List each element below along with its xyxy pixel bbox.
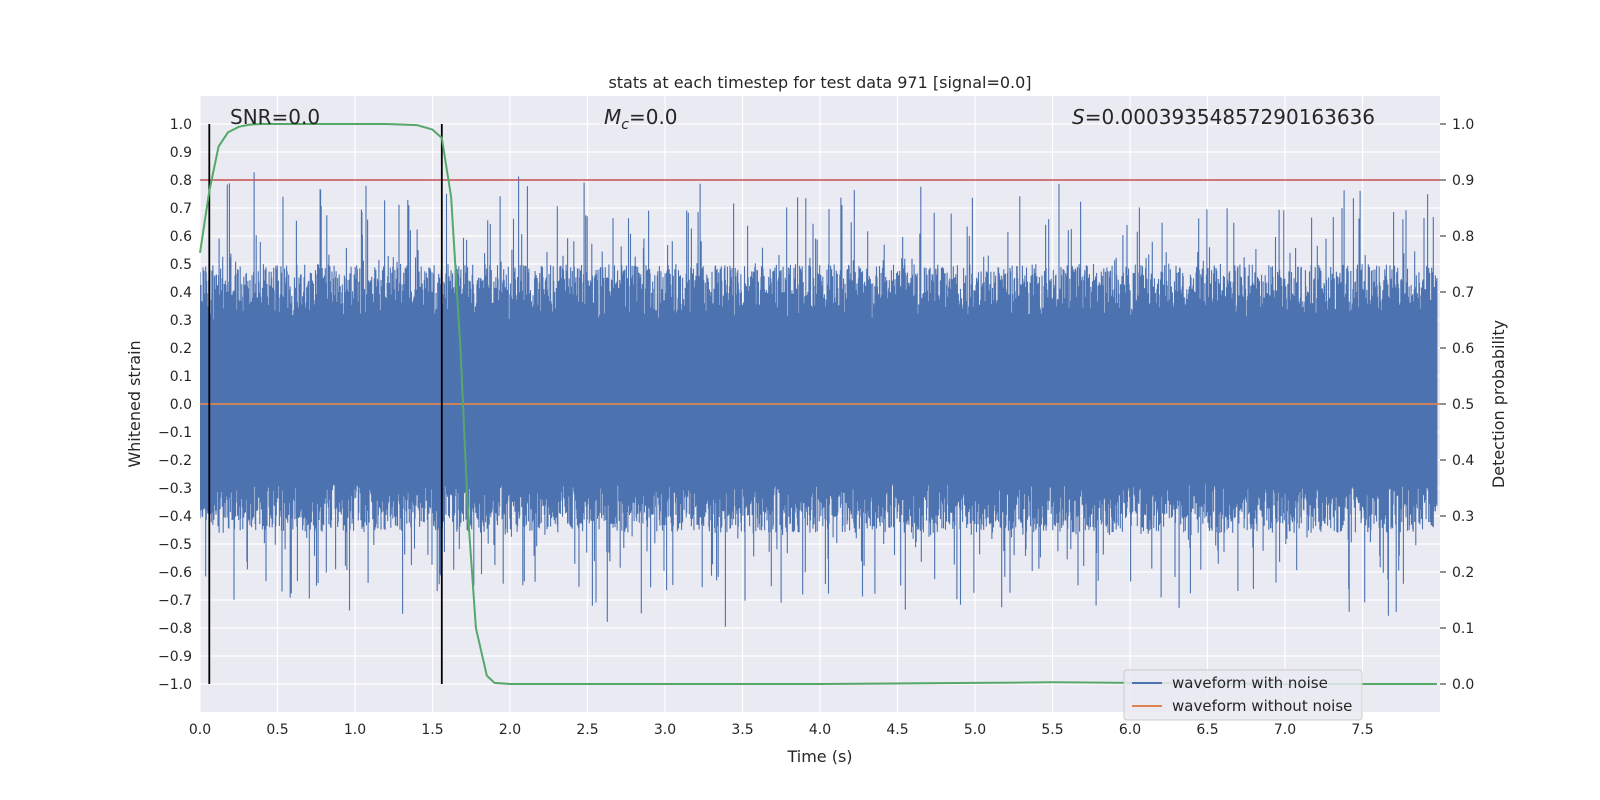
y-left-tick-11: −0.1 [158, 425, 192, 441]
s-annotation: S=0.0003935485729016363​6 [1072, 105, 1375, 129]
y-right-tick-9: 0.1 [1452, 621, 1474, 637]
y-right-tick-3: 0.7 [1452, 285, 1474, 301]
y-left-tick-10: 0.0 [170, 397, 192, 413]
y-left-tick-2: 0.8 [170, 173, 192, 189]
chart-title: stats at each timestep for test data 971… [608, 73, 1031, 92]
y-left-tick-9: 0.1 [170, 369, 192, 385]
y-left-tick-8: 0.2 [170, 341, 192, 357]
y-axis-right-label: Detection probability [1489, 320, 1508, 488]
y-right-tick-6: 0.4 [1452, 453, 1474, 469]
legend-noise-label: waveform with noise [1172, 674, 1328, 692]
y-right-tick-2: 0.8 [1452, 229, 1474, 245]
s-symbol: S [1072, 105, 1085, 129]
mc-subscript: c [621, 117, 629, 133]
y-left-tick-19: −0.9 [158, 649, 192, 665]
mc-symbol: M [604, 105, 621, 129]
snr-annotation: SNR=0.0 [230, 105, 320, 129]
x-tick-6: 3.0 [654, 722, 676, 738]
x-tick-13: 6.5 [1196, 722, 1218, 738]
y-axis-left-label: Whitened strain [125, 340, 144, 467]
x-axis-label: Time (s) [786, 747, 852, 766]
legend-box [1123, 669, 1363, 721]
x-tick-15: 7.5 [1351, 722, 1373, 738]
y-left-tick-5: 0.5 [170, 257, 192, 273]
y-left-tick-3: 0.7 [170, 201, 192, 217]
x-tick-8: 4.0 [809, 722, 831, 738]
y-right-tick-7: 0.3 [1452, 509, 1474, 525]
s-value: =0.0003935485729016363​6 [1085, 105, 1375, 129]
x-tick-7: 3.5 [731, 722, 753, 738]
y-left-tick-6: 0.4 [170, 285, 192, 301]
x-tick-4: 2.0 [499, 722, 521, 738]
probability-series-line [199, 123, 1437, 685]
y-right-tick-1: 0.9 [1452, 173, 1474, 189]
y-left-tick-16: −0.6 [158, 565, 192, 581]
y-left-tick-4: 0.6 [170, 229, 192, 245]
mc-value: =0.0 [629, 105, 678, 129]
y-right-tick-labels: 1.0 0.9 0.8 0.7 0.6 0.5 0.4 0.3 0.2 0.1 0.0 [1440, 117, 1474, 693]
y-right-tick-10: 0.0 [1452, 677, 1474, 693]
noise-waveform [200, 172, 1438, 627]
y-left-tick-7: 0.3 [170, 313, 192, 329]
y-left-tick-14: −0.4 [158, 509, 192, 525]
x-tick-11: 5.5 [1041, 722, 1063, 738]
x-tick-1: 0.5 [266, 722, 288, 738]
mc-annotation: Mc=0.0 [604, 105, 678, 133]
y-left-tick-15: −0.5 [158, 537, 192, 553]
y-left-tick-12: −0.2 [158, 453, 192, 469]
x-tick-9: 4.5 [886, 722, 908, 738]
noise-series [200, 172, 1438, 627]
x-tick-labels: 0.0 0.5 1.0 1.5 2.0 2.5 3.0 3.5 4.0 4.5 5.0 5.5 6.0 6… [189, 722, 1374, 738]
x-tick-0: 0.0 [189, 722, 211, 738]
y-right-tick-5: 0.5 [1452, 397, 1474, 413]
x-tick-3: 1.5 [421, 722, 443, 738]
y-right-tick-4: 0.6 [1452, 341, 1474, 357]
x-tick-2: 1.0 [344, 722, 366, 738]
x-tick-14: 7.0 [1274, 722, 1296, 738]
y-left-tick-0: 1.0 [170, 117, 192, 133]
y-left-tick-13: −0.3 [158, 481, 192, 497]
x-tick-12: 6.0 [1119, 722, 1141, 738]
y-left-tick-17: −0.7 [158, 593, 192, 609]
y-left-tick-labels: 1.0 0.9 0.8 0.7 0.6 0.5 0.4 0.3 0.2 0.1 0.0 −0.1 −0.… [158, 117, 192, 693]
x-tick-5: 2.5 [576, 722, 598, 738]
y-right-tick-8: 0.2 [1452, 565, 1474, 581]
legend: waveform with noise waveform without noi… [1123, 669, 1363, 721]
x-tick-10: 5.0 [964, 722, 986, 738]
legend-clean-label: waveform without noise [1172, 697, 1352, 715]
y-left-tick-20: −1.0 [158, 677, 192, 693]
y-left-tick-1: 0.9 [170, 145, 192, 161]
y-left-tick-18: −0.8 [158, 621, 192, 637]
y-right-tick-0: 1.0 [1452, 117, 1474, 133]
